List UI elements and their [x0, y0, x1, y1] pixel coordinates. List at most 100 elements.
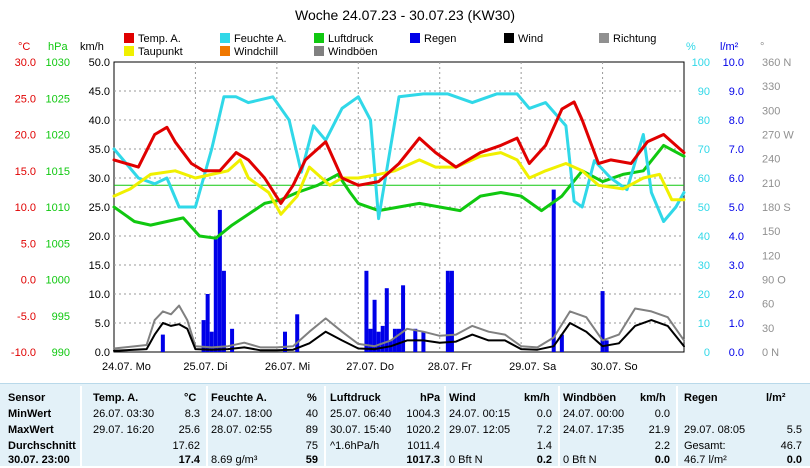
rain-bar [160, 334, 165, 352]
rain-bar [221, 270, 226, 352]
temp-time: 26.07. 03:30 [93, 408, 155, 420]
kmh-tick-label: 5.0 [95, 318, 110, 330]
stats-row-current: 30.07. 23:00 17.4 8.69 g/m³ 59 1017.3 0 … [0, 452, 810, 468]
legend-swatch-wind [504, 33, 514, 43]
lm2-tick-label: 0.0 [729, 347, 744, 359]
humidity-value: 40 [305, 408, 318, 420]
lm2-tick-label: 5.0 [729, 202, 744, 214]
x-axis-label: 29.07. Sa [509, 361, 557, 373]
pressure-time: 30.07. 15:40 [330, 424, 392, 436]
unit-kmh: km/h [80, 41, 104, 53]
direction-tick-label: 210 [762, 178, 780, 190]
header-rain: Regen [684, 392, 718, 404]
chart-title: Woche 24.07.23 - 30.07.23 (KW30) [295, 7, 515, 23]
temp-tick-label: 10.0 [15, 202, 36, 214]
rain-total-label: Gesamt: [684, 440, 726, 452]
rain-bar [421, 331, 426, 352]
lm2-tick-label: 9.0 [729, 86, 744, 98]
legend-swatch-temp [124, 33, 134, 43]
percent-tick-label: 60 [698, 173, 710, 185]
legend-swatch-rain [410, 33, 420, 43]
rain-bar [364, 270, 369, 352]
stats-row-average: Durchschnitt 17.62 75 ^1.6hPa/h 1011.4 1… [0, 438, 810, 454]
direction-tick-label: 330 [762, 81, 780, 93]
x-axis-label: 27.07. Do [346, 361, 394, 373]
legend-swatch-gusts [314, 46, 324, 56]
temp-value: 17.4 [178, 454, 200, 466]
unit-percent: % [686, 41, 696, 53]
gust-value: 2.2 [654, 440, 670, 452]
pressure-value: 1004.3 [406, 408, 440, 420]
chart-marks [112, 92, 686, 352]
gust-time: 24.07. 00:00 [563, 408, 625, 420]
legend-swatch-dewpoint [124, 46, 134, 56]
header-humidity-unit: % [307, 392, 317, 404]
rain-bar [559, 334, 564, 352]
lm2-tick-label: 10.0 [723, 57, 744, 69]
gust-beaufort: 0 Bft N [563, 454, 597, 466]
x-axis-label: 28.07. Fr [428, 361, 472, 373]
header-gust-unit: km/h [640, 392, 666, 404]
hpa-tick-label: 1015 [46, 166, 70, 178]
header-rain-unit: l/m² [766, 392, 786, 404]
lm2-tick-label: 6.0 [729, 173, 744, 185]
temp-value: 25.6 [178, 424, 200, 436]
unit-celsius: °C [18, 41, 30, 53]
rain-time: 29.07. 08:05 [684, 424, 746, 436]
row-label: MaxWert [8, 424, 54, 436]
series-line-feuchte-a [112, 92, 686, 223]
hpa-tick-label: 1030 [46, 57, 70, 69]
hpa-tick-label: 995 [52, 311, 70, 323]
direction-tick-label: 180 S [762, 202, 791, 214]
rain-value: 5.5 [786, 424, 802, 436]
lm2-tick-label: 1.0 [729, 318, 744, 330]
rain-bar [397, 328, 401, 352]
legend-swatch-windchill [220, 46, 230, 56]
column-separator [444, 386, 446, 466]
percent-tick-label: 10 [698, 318, 710, 330]
legend-swatch-direction [599, 33, 609, 43]
direction-tick-label: 240 [762, 154, 780, 166]
legend-label-temp: Temp. A. [138, 33, 181, 45]
rain-bar [283, 331, 287, 352]
direction-tick-label: 300 [762, 105, 780, 117]
percent-tick-label: 80 [698, 115, 710, 127]
kmh-tick-label: 25.0 [89, 202, 110, 214]
legend-label-gusts: Windböen [328, 46, 378, 58]
percent-tick-label: 40 [698, 231, 710, 243]
rain-bar [600, 291, 605, 352]
percent-tick-label: 90 [698, 86, 710, 98]
kmh-tick-label: 35.0 [89, 144, 110, 156]
temp-tick-label: 0.0 [21, 275, 36, 287]
rain-bar [217, 209, 222, 352]
legend-label-wind: Wind [518, 33, 543, 45]
wind-value: 0.2 [536, 454, 552, 466]
series-line-luftdruck [112, 143, 686, 240]
rain-bar [201, 320, 206, 352]
unit-hpa: hPa [48, 41, 68, 53]
rain-bar [213, 238, 218, 352]
rain-value: 0.0 [786, 454, 802, 466]
header-humidity: Feuchte A. [211, 392, 267, 404]
gust-value: 0.0 [654, 408, 670, 420]
temp-value: 17.62 [172, 440, 200, 452]
direction-tick-label: 150 [762, 226, 780, 238]
header-pressure: Luftdruck [330, 392, 381, 404]
humidity-value: 89 [305, 424, 318, 436]
kmh-tick-label: 20.0 [89, 231, 110, 243]
hpa-tick-label: 1025 [46, 93, 70, 105]
rain-bar [376, 331, 381, 352]
pressure-value: 1020.2 [406, 424, 440, 436]
column-separator [206, 386, 208, 466]
header-pressure-unit: hPa [420, 392, 441, 404]
legend-label-rain: Regen [424, 33, 456, 45]
legend-label-windchill: Windchill [234, 46, 278, 58]
percent-tick-label: 30 [698, 260, 710, 272]
wind-value: 7.2 [536, 424, 552, 436]
legend-label-direction: Richtung [613, 33, 656, 45]
rain-bar [205, 294, 210, 352]
gust-time: 24.07. 17:35 [563, 424, 625, 436]
percent-tick-label: 100 [692, 57, 710, 69]
temp-tick-label: 15.0 [15, 166, 36, 178]
header-wind: Wind [449, 392, 476, 404]
